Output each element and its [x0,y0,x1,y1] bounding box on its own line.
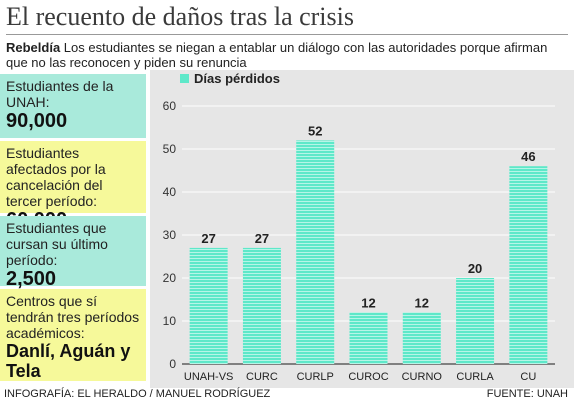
bar-cu [509,166,548,364]
stat-value: 2,500 [6,268,57,290]
data-label: 27 [255,231,269,246]
y-tick-label: 60 [163,99,177,113]
stat-box-total-students: Estudiantes de la UNAH: 90,000 [0,74,146,138]
bar-curc [242,247,281,364]
data-label: 52 [308,123,322,138]
x-tick-label: CU [520,371,536,383]
lead-text: Los estudiantes se niegan a entablar un … [6,40,548,70]
bar-chart: 0 10 20 30 40 50 60 27 UNAH-VS 27 CURC 52 CURLP 12 CU… [163,71,555,383]
stat-label: Estudiantes que cursan su último período… [6,220,108,268]
bar-curla [456,278,495,364]
stat-value: 90,000 [6,110,68,132]
page-title: El recuento de daños tras la crisis [6,2,568,35]
stat-label: Centros que sí tendrán tres períodos aca… [6,293,140,341]
y-tick-label: 20 [163,271,177,285]
bar-curlp [296,140,335,364]
y-tick-label: 10 [163,314,177,328]
data-label: 12 [361,295,375,310]
x-tick-label: CURLP [297,371,334,383]
chart-panel: 0 10 20 30 40 50 60 27 UNAH-VS 27 CURC 52 CURLP 12 CU… [150,70,574,388]
lead-paragraph: Rebeldía Los estudiantes se niegan a ent… [6,40,571,70]
data-label: 20 [468,261,482,276]
stat-box-three-periods: Centros que sí tendrán tres períodos aca… [0,289,146,381]
x-tick-label: CURNO [402,371,443,383]
x-tick-label: UNAH-VS [184,371,234,383]
stat-box-affected-students: Estudiantes afectados por la cancelación… [0,141,146,231]
stat-label: Estudiantes afectados por la cancelación… [6,145,106,209]
legend-swatch [180,74,189,83]
y-tick-label: 0 [169,357,176,371]
data-label: 27 [201,231,215,246]
stat-label: Estudiantes de la UNAH: [6,78,114,110]
y-tick-label: 50 [163,142,177,156]
data-label: 12 [415,295,429,310]
credit-text: INFOGRAFÍA: EL HERALDO / MANUEL RODRÍGUE… [4,388,271,400]
y-tick-label: 40 [163,185,177,199]
bar-curno [402,312,441,364]
x-tick-label: CUROC [348,371,388,383]
x-tick-label: CURLA [456,371,494,383]
data-label: 46 [521,149,535,164]
bar-curoc [349,312,388,364]
y-tick-label: 30 [163,228,177,242]
legend-label: Días pérdidos [194,71,280,86]
source-text: FUENTE: UNAH [486,388,568,400]
stat-value: Danlí, Aguán y Tela [6,341,131,381]
x-tick-label: CURC [246,371,278,383]
stat-box-last-period: Estudiantes que cursan su último período… [0,216,146,290]
bar-unah-vs [189,247,228,364]
lead-bold: Rebeldía [6,40,61,55]
